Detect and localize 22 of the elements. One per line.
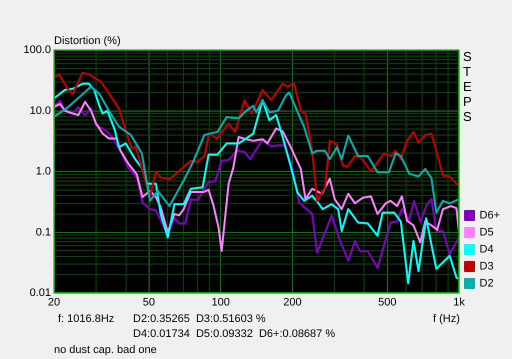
legend-label: D6+ xyxy=(480,210,500,222)
text: no dust cap. bad one xyxy=(54,344,157,356)
y-tick-label: 1.0 xyxy=(36,166,51,178)
x-tick-label: 200 xyxy=(283,296,302,309)
y-tick-label: 10.0 xyxy=(30,104,51,117)
text: STEPS xyxy=(463,49,472,124)
x-tick-label: 20 xyxy=(48,296,60,309)
x-tick-label: 100 xyxy=(211,296,230,309)
x-tick-label: 1k xyxy=(453,296,466,309)
x-tick-label: 50 xyxy=(142,296,155,309)
legend-label: D4 xyxy=(480,244,494,256)
y-tick-label: 0.1 xyxy=(36,226,51,238)
x-axis-title: f (Hz) xyxy=(433,313,460,325)
text: D2:0.35265 D3:0.51603 % xyxy=(133,313,266,325)
text: f: 1016.8Hz xyxy=(58,313,114,325)
legend-label: D2 xyxy=(480,278,494,290)
text: D4:0.01734 D5:0.09332 D6+:0.08687 % xyxy=(133,328,336,340)
legend-label: D3 xyxy=(480,260,494,273)
legend-label: D5 xyxy=(480,226,494,239)
y-tick-label: 100.0 xyxy=(23,44,51,56)
chart-title: Distortion (%) xyxy=(54,35,121,47)
x-tick-label: 500 xyxy=(378,296,396,309)
